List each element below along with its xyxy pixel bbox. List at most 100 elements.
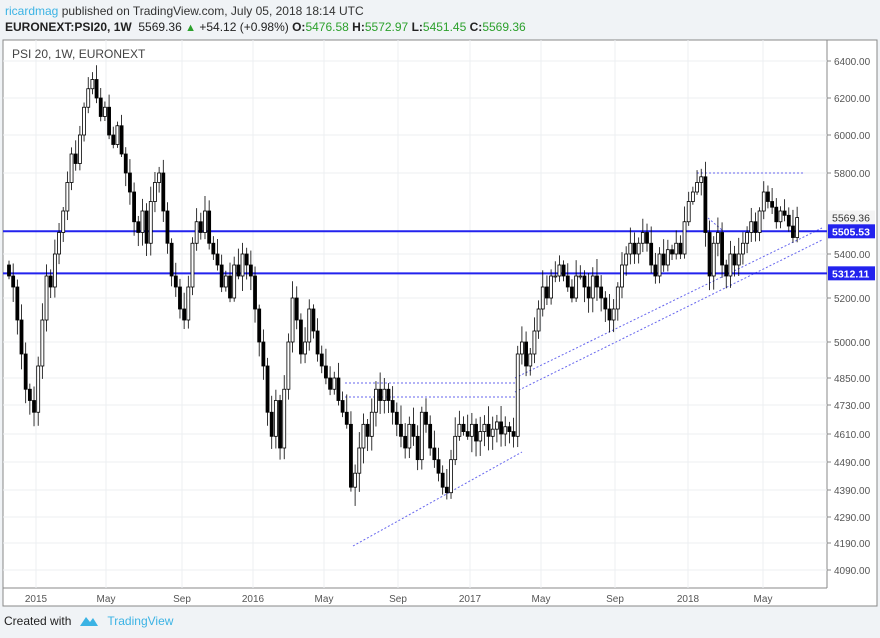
- candle-body: [732, 253, 737, 266]
- candle: [503, 416, 508, 447]
- candle: [665, 239, 670, 272]
- candle: [73, 140, 78, 171]
- candle: [399, 405, 403, 448]
- candle-body: [766, 191, 770, 202]
- candle-body: [173, 275, 178, 288]
- candle: [178, 278, 182, 319]
- y-tick-label: 5000.00: [834, 338, 871, 349]
- candle: [611, 299, 616, 333]
- candle-body: [132, 191, 137, 223]
- candle: [570, 279, 574, 303]
- price-chart[interactable]: 6400.00 6200.00 6000.00 5800.00 5400.00 5200.…: [0, 0, 880, 610]
- candle-body: [336, 377, 341, 401]
- candle: [515, 345, 520, 448]
- candle: [419, 406, 424, 470]
- candle-body: [595, 275, 599, 288]
- candle-body: [211, 242, 216, 255]
- candle-body: [128, 172, 132, 193]
- candle: [203, 195, 207, 240]
- candle-body: [86, 88, 91, 108]
- candle: [595, 259, 599, 301]
- low-label: L:: [411, 20, 423, 34]
- candle-body: [98, 97, 103, 117]
- candle: [211, 236, 216, 260]
- candle-body: [394, 411, 399, 425]
- candle: [507, 421, 512, 444]
- candle-body: [198, 221, 203, 233]
- candle-body: [607, 308, 612, 321]
- candle: [716, 217, 720, 257]
- x-tick-label: May: [315, 594, 334, 605]
- level-price-label: 5312.11: [832, 268, 870, 280]
- candle-body: [411, 423, 416, 437]
- y-tick-label: 6200.00: [834, 94, 871, 105]
- candle: [407, 416, 412, 459]
- candle: [40, 303, 45, 379]
- candle: [461, 416, 466, 436]
- candle-body: [628, 242, 633, 255]
- candle-body: [82, 106, 86, 136]
- candle-body: [103, 106, 107, 117]
- candle-body: [716, 232, 720, 244]
- candle-body: [353, 472, 358, 488]
- candle: [223, 270, 228, 292]
- candle: [23, 342, 28, 404]
- candle-body: [449, 459, 453, 494]
- candle: [753, 212, 758, 242]
- candle: [791, 209, 795, 243]
- candle: [565, 263, 570, 292]
- candle: [153, 172, 157, 213]
- candle: [86, 77, 91, 114]
- tradingview-link[interactable]: TradingView: [107, 614, 174, 628]
- candle-body: [153, 182, 157, 202]
- candle-body: [365, 423, 370, 437]
- trend-line[interactable]: [352, 451, 523, 547]
- candle-body: [344, 411, 349, 425]
- candle-body: [520, 341, 524, 355]
- candle: [645, 223, 649, 252]
- low-value: 5451.45: [422, 20, 467, 34]
- candle-body: [19, 319, 24, 355]
- candle: [353, 464, 358, 506]
- candle: [469, 412, 474, 453]
- candle-body: [578, 275, 583, 278]
- candle-body: [695, 182, 699, 193]
- candle: [298, 313, 303, 364]
- candle-body: [649, 242, 654, 266]
- candle: [557, 255, 562, 282]
- x-tick-label: May: [532, 594, 551, 605]
- candle-body: [436, 459, 441, 474]
- candle: [169, 238, 174, 287]
- trend-line[interactable]: [514, 227, 823, 379]
- candle: [36, 356, 41, 426]
- candle: [711, 236, 716, 290]
- trend-line[interactable]: [707, 217, 723, 231]
- candle-body: [486, 423, 491, 437]
- candle-body: [65, 182, 70, 212]
- candle: [69, 147, 74, 191]
- candle: [590, 267, 595, 313]
- author-link[interactable]: ricardmag: [5, 4, 59, 18]
- candle-body: [636, 242, 641, 255]
- candle: [190, 237, 195, 296]
- candle: [628, 227, 633, 265]
- candle: [482, 415, 487, 447]
- candle: [278, 394, 282, 460]
- y-tick-label: 6000.00: [834, 131, 871, 142]
- trend-line[interactable]: [514, 239, 823, 393]
- candle: [432, 430, 437, 468]
- candle: [365, 419, 370, 452]
- candle: [324, 348, 328, 385]
- candle-body: [44, 275, 49, 321]
- y-tick-label: 5200.00: [834, 294, 871, 305]
- candle-body: [586, 286, 591, 299]
- candle-body: [699, 176, 704, 183]
- candle: [449, 449, 453, 499]
- candle-body: [248, 264, 253, 277]
- candle: [19, 304, 24, 370]
- candle: [107, 94, 111, 140]
- candle: [111, 126, 116, 149]
- candle: [678, 235, 683, 260]
- candle: [194, 208, 199, 251]
- candle: [119, 114, 124, 158]
